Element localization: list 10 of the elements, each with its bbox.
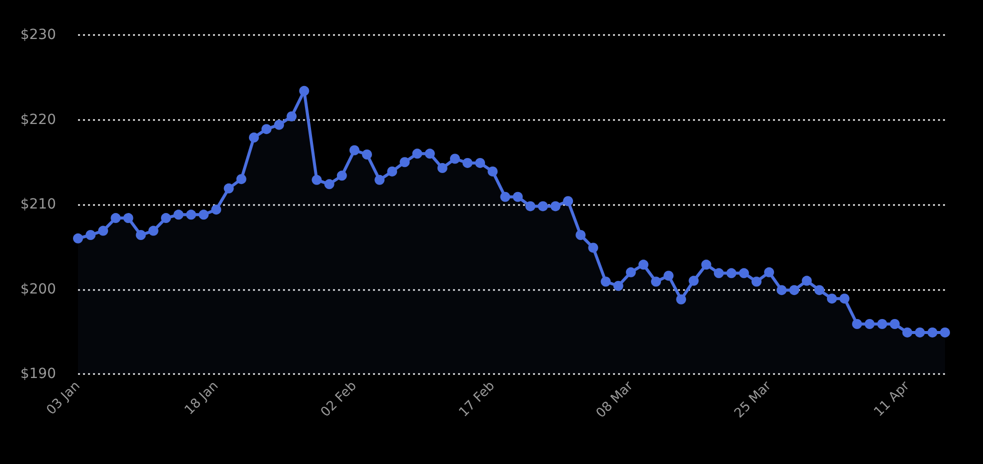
x-tick-label: 08 Mar bbox=[594, 378, 637, 422]
x-tick-label: 25 Mar bbox=[732, 378, 775, 422]
x-tick-label: 18 Jan bbox=[182, 378, 222, 418]
x-tick-label: 02 Feb bbox=[318, 378, 360, 420]
y-tick-label: $210 bbox=[20, 196, 56, 212]
y-tick-label: $230 bbox=[20, 27, 56, 43]
y-tick-label: $200 bbox=[20, 281, 56, 298]
x-tick-label: 11 Apr bbox=[872, 378, 914, 420]
y-tick-label: $220 bbox=[20, 112, 56, 128]
x-tick-label: 17 Feb bbox=[456, 378, 498, 420]
